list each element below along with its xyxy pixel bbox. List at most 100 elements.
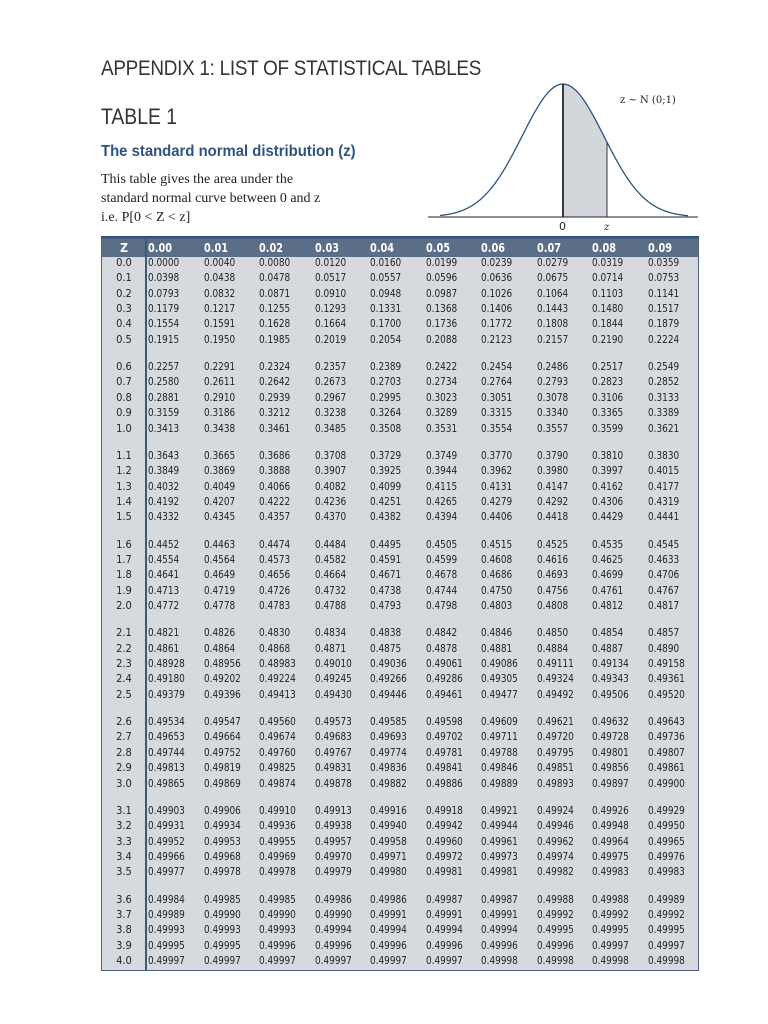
table-cell: 0.4082 — [314, 479, 346, 493]
z-table: Z 0.00 0.01 0.02 0.03 0.04 0.05 0.06 0.07 0.08 0.0… — [101, 238, 699, 971]
table-cell: 0.49643 — [647, 715, 685, 729]
table-cell: 0.49788 — [481, 745, 518, 759]
table-cell: 0.49813 — [148, 761, 185, 775]
appendix-title: APPENDIX 1: LIST OF STATISTICAL TABLES — [101, 57, 482, 80]
table-cell: 0.49997 — [148, 954, 185, 967]
table-cell: 0.49086 — [481, 657, 518, 671]
z-value: 0.5 — [116, 332, 132, 346]
z-value: 0.6 — [116, 360, 132, 374]
table-cell: 0.3212 — [259, 406, 291, 420]
table-cell: 0.4857 — [647, 626, 679, 640]
table-cell: 0.4738 — [370, 583, 402, 597]
table-cell: 0.4564 — [203, 552, 235, 566]
table-cell: 0.49774 — [370, 745, 407, 759]
table-cell: 0.49957 — [314, 834, 352, 848]
table-cell: 0.49202 — [203, 672, 241, 686]
table-cell: 0.49893 — [536, 776, 574, 790]
table-cell: 0.4772 — [148, 599, 180, 612]
table-cell: 0.49903 — [148, 803, 185, 817]
z-value: 0.4 — [116, 317, 132, 331]
table-cell: 0.4418 — [536, 510, 568, 524]
table-cell: 0.49995 — [536, 923, 574, 937]
table-cell: 0.3078 — [536, 390, 568, 404]
table-cell: 0.49609 — [481, 715, 518, 729]
table-cell: 0.49986 — [370, 892, 407, 906]
z-value: 0.2 — [116, 286, 132, 300]
table-cell: 0.1985 — [259, 332, 291, 346]
column-header: 0.05 — [425, 241, 450, 255]
table-cell: 0.49994 — [314, 923, 352, 937]
table-cell: 0.3340 — [536, 406, 568, 420]
table-cell: 0.49846 — [481, 761, 518, 775]
table-cell: 0.0871 — [259, 286, 291, 300]
table-cell: 0.1406 — [481, 302, 513, 316]
table-cell: 0.4756 — [536, 583, 568, 597]
table-cell: 0.0438 — [203, 271, 235, 285]
table-cell: 0.4222 — [259, 494, 291, 508]
table-cell: 0.49889 — [481, 776, 518, 790]
table-cell: 0.2257 — [148, 360, 180, 374]
table-cell: 0.49882 — [370, 776, 407, 790]
table-cell: 0.49534 — [148, 715, 185, 729]
table-cell: 0.4332 — [148, 510, 180, 524]
table-cell: 0.2734 — [425, 375, 457, 389]
table-cell: 0.2517 — [592, 360, 624, 374]
table-cell: 0.1879 — [647, 317, 679, 331]
table-cell: 0.4207 — [203, 494, 235, 508]
table-cell: 0.49992 — [536, 907, 574, 921]
table-cell: 0.3621 — [647, 421, 679, 435]
table-cell: 0.1368 — [425, 302, 457, 316]
table-cell: 0.49998 — [647, 954, 685, 967]
z-value: 0.7 — [116, 375, 132, 389]
table-cell: 0.2389 — [370, 360, 402, 374]
table-cell: 0.4664 — [314, 568, 346, 582]
table-cell: 0.4890 — [647, 641, 679, 655]
z-value: 1.4 — [116, 494, 132, 508]
table-cell: 0.4292 — [536, 494, 568, 508]
table-cell: 0.49936 — [259, 819, 296, 833]
table-cell: 0.49324 — [536, 672, 574, 686]
table-cell: 0.2995 — [370, 390, 402, 404]
table-cell: 0.49991 — [370, 907, 407, 921]
table-cell: 0.49983 — [647, 865, 685, 879]
table-cell: 0.49998 — [536, 954, 574, 967]
table-cell: 0.49978 — [203, 865, 241, 879]
table-cell: 0.4357 — [259, 510, 291, 524]
table-cell: 0.2793 — [536, 375, 568, 389]
table-cell: 0.1103 — [592, 286, 624, 300]
table-cell: 0.49446 — [370, 687, 407, 701]
table-cell: 0.0675 — [536, 271, 568, 285]
table-cell: 0.49918 — [425, 803, 463, 817]
z-value: 2.2 — [116, 641, 132, 655]
table-cell: 0.49992 — [647, 907, 685, 921]
z-value: 0.8 — [116, 390, 132, 404]
table-cell: 0.49767 — [314, 745, 352, 759]
table-cell: 0.49865 — [148, 776, 185, 790]
table-cell: 0.4812 — [592, 599, 624, 612]
table-cell: 0.3554 — [481, 421, 513, 435]
column-header: 0.01 — [203, 241, 228, 255]
table-cell: 0.1293 — [314, 302, 346, 316]
table-cell: 0.49990 — [259, 907, 296, 921]
table-cell: 0.49934 — [203, 819, 241, 833]
table-cell: 0.4370 — [314, 510, 346, 524]
table-cell: 0.4306 — [592, 494, 624, 508]
table-cell: 0.49988 — [536, 892, 574, 906]
table-cell: 0.1517 — [647, 302, 679, 316]
table-cell: 0.4686 — [481, 568, 513, 582]
table-cell: 0.4699 — [592, 568, 624, 582]
table-cell: 0.49993 — [259, 923, 296, 937]
table-cell: 0.49991 — [481, 907, 518, 921]
table-cell: 0.48928 — [148, 657, 185, 671]
table-cell: 0.4633 — [647, 552, 679, 566]
table-cell: 0.3106 — [592, 390, 624, 404]
table-cell: 0.1554 — [148, 317, 180, 331]
table-cell: 0.49998 — [481, 954, 518, 967]
table-cell: 0.3888 — [259, 464, 291, 478]
table-cell: 0.4345 — [203, 510, 235, 524]
table-cell: 0.3770 — [481, 448, 513, 462]
table-cell: 0.49931 — [148, 819, 185, 833]
table-cell: 0.49987 — [481, 892, 518, 906]
table-cell: 0.3186 — [203, 406, 235, 420]
column-header: 0.04 — [370, 241, 394, 255]
